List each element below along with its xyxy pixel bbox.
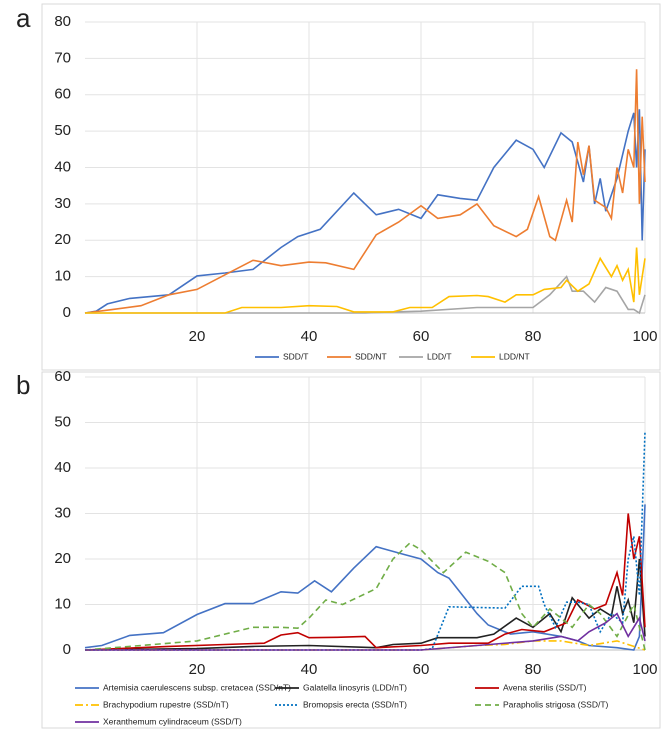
y-tick-label: 70 [54, 49, 71, 66]
x-tick-label: 60 [413, 328, 430, 345]
x-tick-label: 100 [632, 328, 657, 345]
series-line [84, 504, 646, 651]
series-line [84, 513, 646, 651]
y-tick-label: 60 [54, 368, 71, 385]
legend-label: Galatella linosyris (LDD/nT) [303, 682, 407, 692]
y-tick-label: 20 [54, 550, 71, 567]
legend-label: LDD/T [427, 351, 452, 361]
legend-label: Parapholis strigosa (SSD/T) [503, 699, 609, 709]
y-tick-label: 0 [63, 641, 71, 658]
panel-label: b [16, 370, 30, 400]
y-tick-label: 40 [54, 459, 71, 476]
legend-label: SDD/NT [355, 351, 387, 361]
series-line [84, 542, 646, 651]
legend-label: Artemisia caerulescens subsp. cretacea (… [103, 682, 291, 692]
legend-label: Avena sterilis (SSD/T) [503, 682, 587, 692]
y-tick-label: 20 [54, 231, 71, 248]
x-tick-label: 40 [301, 328, 318, 345]
x-tick-label: 80 [525, 661, 542, 678]
panel-frame [41, 3, 661, 371]
x-tick-label: 40 [301, 661, 318, 678]
legend-label: LDD/NT [499, 351, 530, 361]
y-tick-label: 30 [54, 504, 71, 521]
series-line [85, 247, 646, 314]
series-line [85, 431, 646, 651]
panel-frame [41, 371, 661, 729]
x-tick-label: 60 [413, 661, 430, 678]
y-tick-label: 50 [54, 413, 71, 430]
y-tick-label: 10 [54, 268, 71, 285]
series-line [85, 275, 646, 315]
x-tick-label: 20 [189, 661, 206, 678]
y-tick-label: 60 [54, 86, 71, 103]
legend-label: Bromopsis erecta (SSD/nT) [303, 699, 407, 709]
y-tick-label: 80 [54, 13, 71, 30]
panel-label: a [16, 3, 31, 33]
series-line [84, 109, 646, 314]
y-tick-label: 30 [54, 195, 71, 212]
legend-label: Xeranthemum cylindraceum (SSD/T) [103, 716, 242, 726]
y-tick-label: 50 [54, 122, 71, 139]
series-line [85, 612, 646, 651]
legend-label: SDD/T [283, 351, 309, 361]
x-tick-label: 80 [525, 328, 542, 345]
series-line [84, 69, 646, 314]
y-tick-label: 10 [54, 595, 71, 612]
legend-label: Brachypodium rupestre (SSD/nT) [103, 699, 229, 709]
series-line [84, 558, 646, 651]
y-tick-label: 0 [63, 304, 71, 321]
x-tick-label: 100 [632, 661, 657, 678]
x-tick-label: 20 [189, 328, 206, 345]
y-tick-label: 40 [54, 158, 71, 175]
